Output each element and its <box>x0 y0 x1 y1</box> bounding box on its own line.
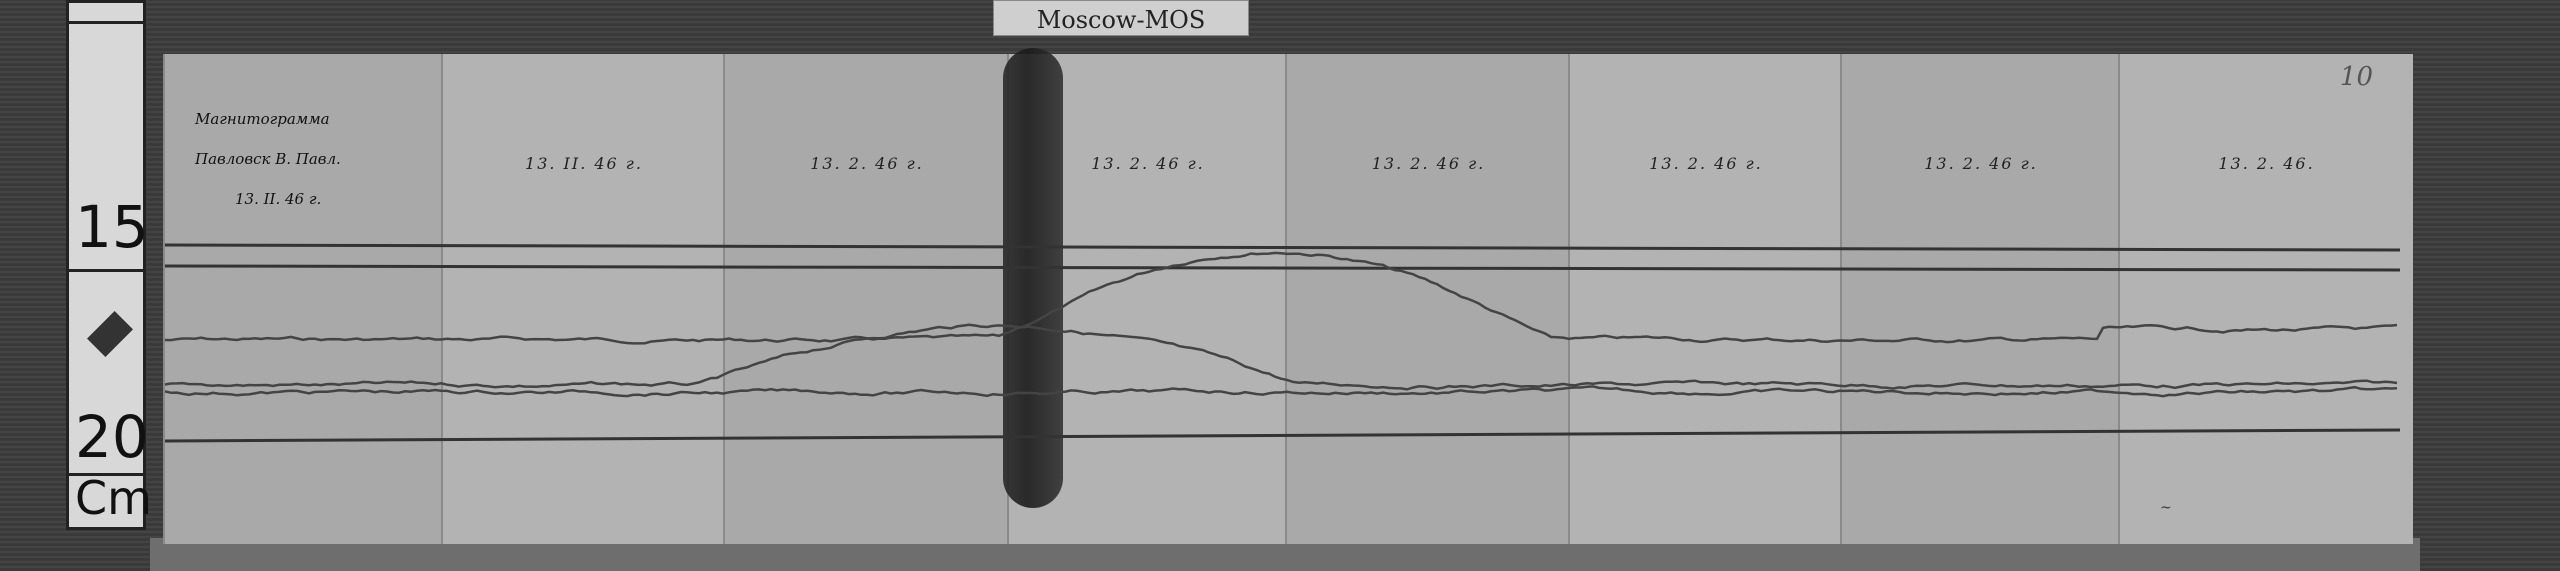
scale-ruler: 15 20 Cm <box>66 0 152 530</box>
baseline-line <box>164 428 2401 443</box>
trace-line <box>164 323 2398 391</box>
baseline-line <box>164 264 2401 272</box>
baseline-line <box>164 243 2401 252</box>
strip-date: 13. 2. 46 г. <box>1371 154 1486 173</box>
header-line: Магнитограмма <box>195 110 330 128</box>
handwritten-header: Магнитограмма Павловск В. Павл. 13. II. … <box>195 99 341 219</box>
trace-line <box>164 385 2398 398</box>
header-line: Павловск В. Павл. <box>195 150 341 168</box>
strip: 13. 2. 46 г. <box>723 54 1009 544</box>
strip-date: 13. 2. 46. <box>2218 154 2315 173</box>
ink-stain <box>1003 48 1063 508</box>
strip-date: 13. 2. 46 г. <box>1649 154 1763 173</box>
ruler-tick <box>69 21 143 24</box>
header-line: 13. II. 46 г. <box>235 190 322 208</box>
strip: 13. II. 46 г. <box>441 54 725 544</box>
strip-date: 13. II. 46 г. <box>525 154 643 173</box>
strip-date: 13. 2. 46 г. <box>810 154 924 173</box>
station-label: Moscow-MOS <box>993 0 1249 36</box>
strip: Магнитограмма Павловск В. Павл. 13. II. … <box>163 54 443 544</box>
ruler-tick <box>69 473 143 476</box>
strip: 13. 2. 46 г. <box>1568 54 1842 544</box>
ruler-mark-15: 15 <box>75 193 149 261</box>
strip: 13. 2. 46 г. <box>1840 54 2120 544</box>
ruler-mark-20: 20 <box>75 403 149 471</box>
strip-date: 13. 2. 46 г. <box>1924 154 2038 173</box>
strip: 13. 2. 46. 10 ~ <box>2118 54 2413 544</box>
ruler-unit: Cm <box>75 471 152 525</box>
page-number: 10 <box>2339 62 2373 92</box>
strip-date: 13. 2. 46 г. <box>1091 154 1205 173</box>
trace-line <box>164 251 2398 345</box>
strip: 13. 2. 46 г. <box>1285 54 1570 544</box>
signature: ~ <box>2160 500 2172 516</box>
ruler-tick <box>69 269 143 272</box>
